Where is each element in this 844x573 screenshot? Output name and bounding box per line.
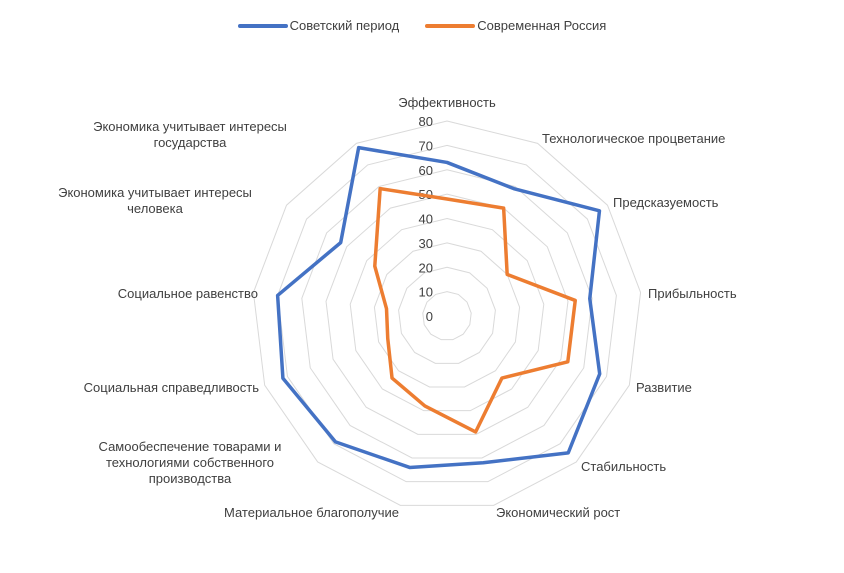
r-tick-label: 70 xyxy=(419,138,433,153)
axis-label: Развитие xyxy=(636,380,692,395)
grid-ring xyxy=(373,242,521,388)
axis-label: Экономический рост xyxy=(496,505,620,520)
grid-ring xyxy=(277,144,617,483)
series-soviet-line xyxy=(275,145,602,470)
axis-label: Социальное равенство xyxy=(118,286,258,301)
legend-label-modern: Современная Россия xyxy=(477,18,607,33)
legend-item-modern[interactable]: Современная Россия xyxy=(425,18,606,33)
axis-label: Экономика учитывает интересы государства xyxy=(93,119,287,150)
axis-label: Материальное благополучие xyxy=(224,505,399,520)
r-tick-label: 20 xyxy=(419,260,433,275)
grid-ring xyxy=(325,193,569,435)
r-tick-label: 10 xyxy=(419,285,433,300)
axis-label: Предсказуемость xyxy=(613,195,719,210)
series-modern-line xyxy=(373,186,577,434)
grid-ring xyxy=(422,291,472,341)
axis-label: Прибыльность xyxy=(648,286,737,301)
axis-label: Стабильность xyxy=(581,459,666,474)
r-tick-label: 0 xyxy=(426,309,433,324)
r-tick-label: 40 xyxy=(419,212,433,227)
legend-swatch-soviet xyxy=(237,23,288,28)
grid-ring xyxy=(301,169,593,459)
r-tick-label: 60 xyxy=(419,163,433,178)
r-tick-label: 30 xyxy=(419,236,433,251)
legend: Советский период Современная Россия xyxy=(0,18,844,33)
axis-label: Технологическое процветание xyxy=(542,131,725,146)
grid-ring xyxy=(349,217,545,412)
legend-label-soviet: Советский период xyxy=(289,18,400,33)
axis-label: Социальная справедливость xyxy=(84,380,260,395)
axis-label: Самообеспечение товарами и технологиями с… xyxy=(99,439,282,486)
axis-label: Экономика учитывает интересы человека xyxy=(58,185,252,216)
r-tick-label: 80 xyxy=(419,114,433,129)
legend-swatch-modern xyxy=(425,23,476,28)
axis-label: Эффективность xyxy=(398,95,496,110)
grid-ring xyxy=(398,266,496,364)
legend-item-soviet[interactable]: Советский период xyxy=(237,18,400,33)
grid-ring xyxy=(252,120,642,506)
